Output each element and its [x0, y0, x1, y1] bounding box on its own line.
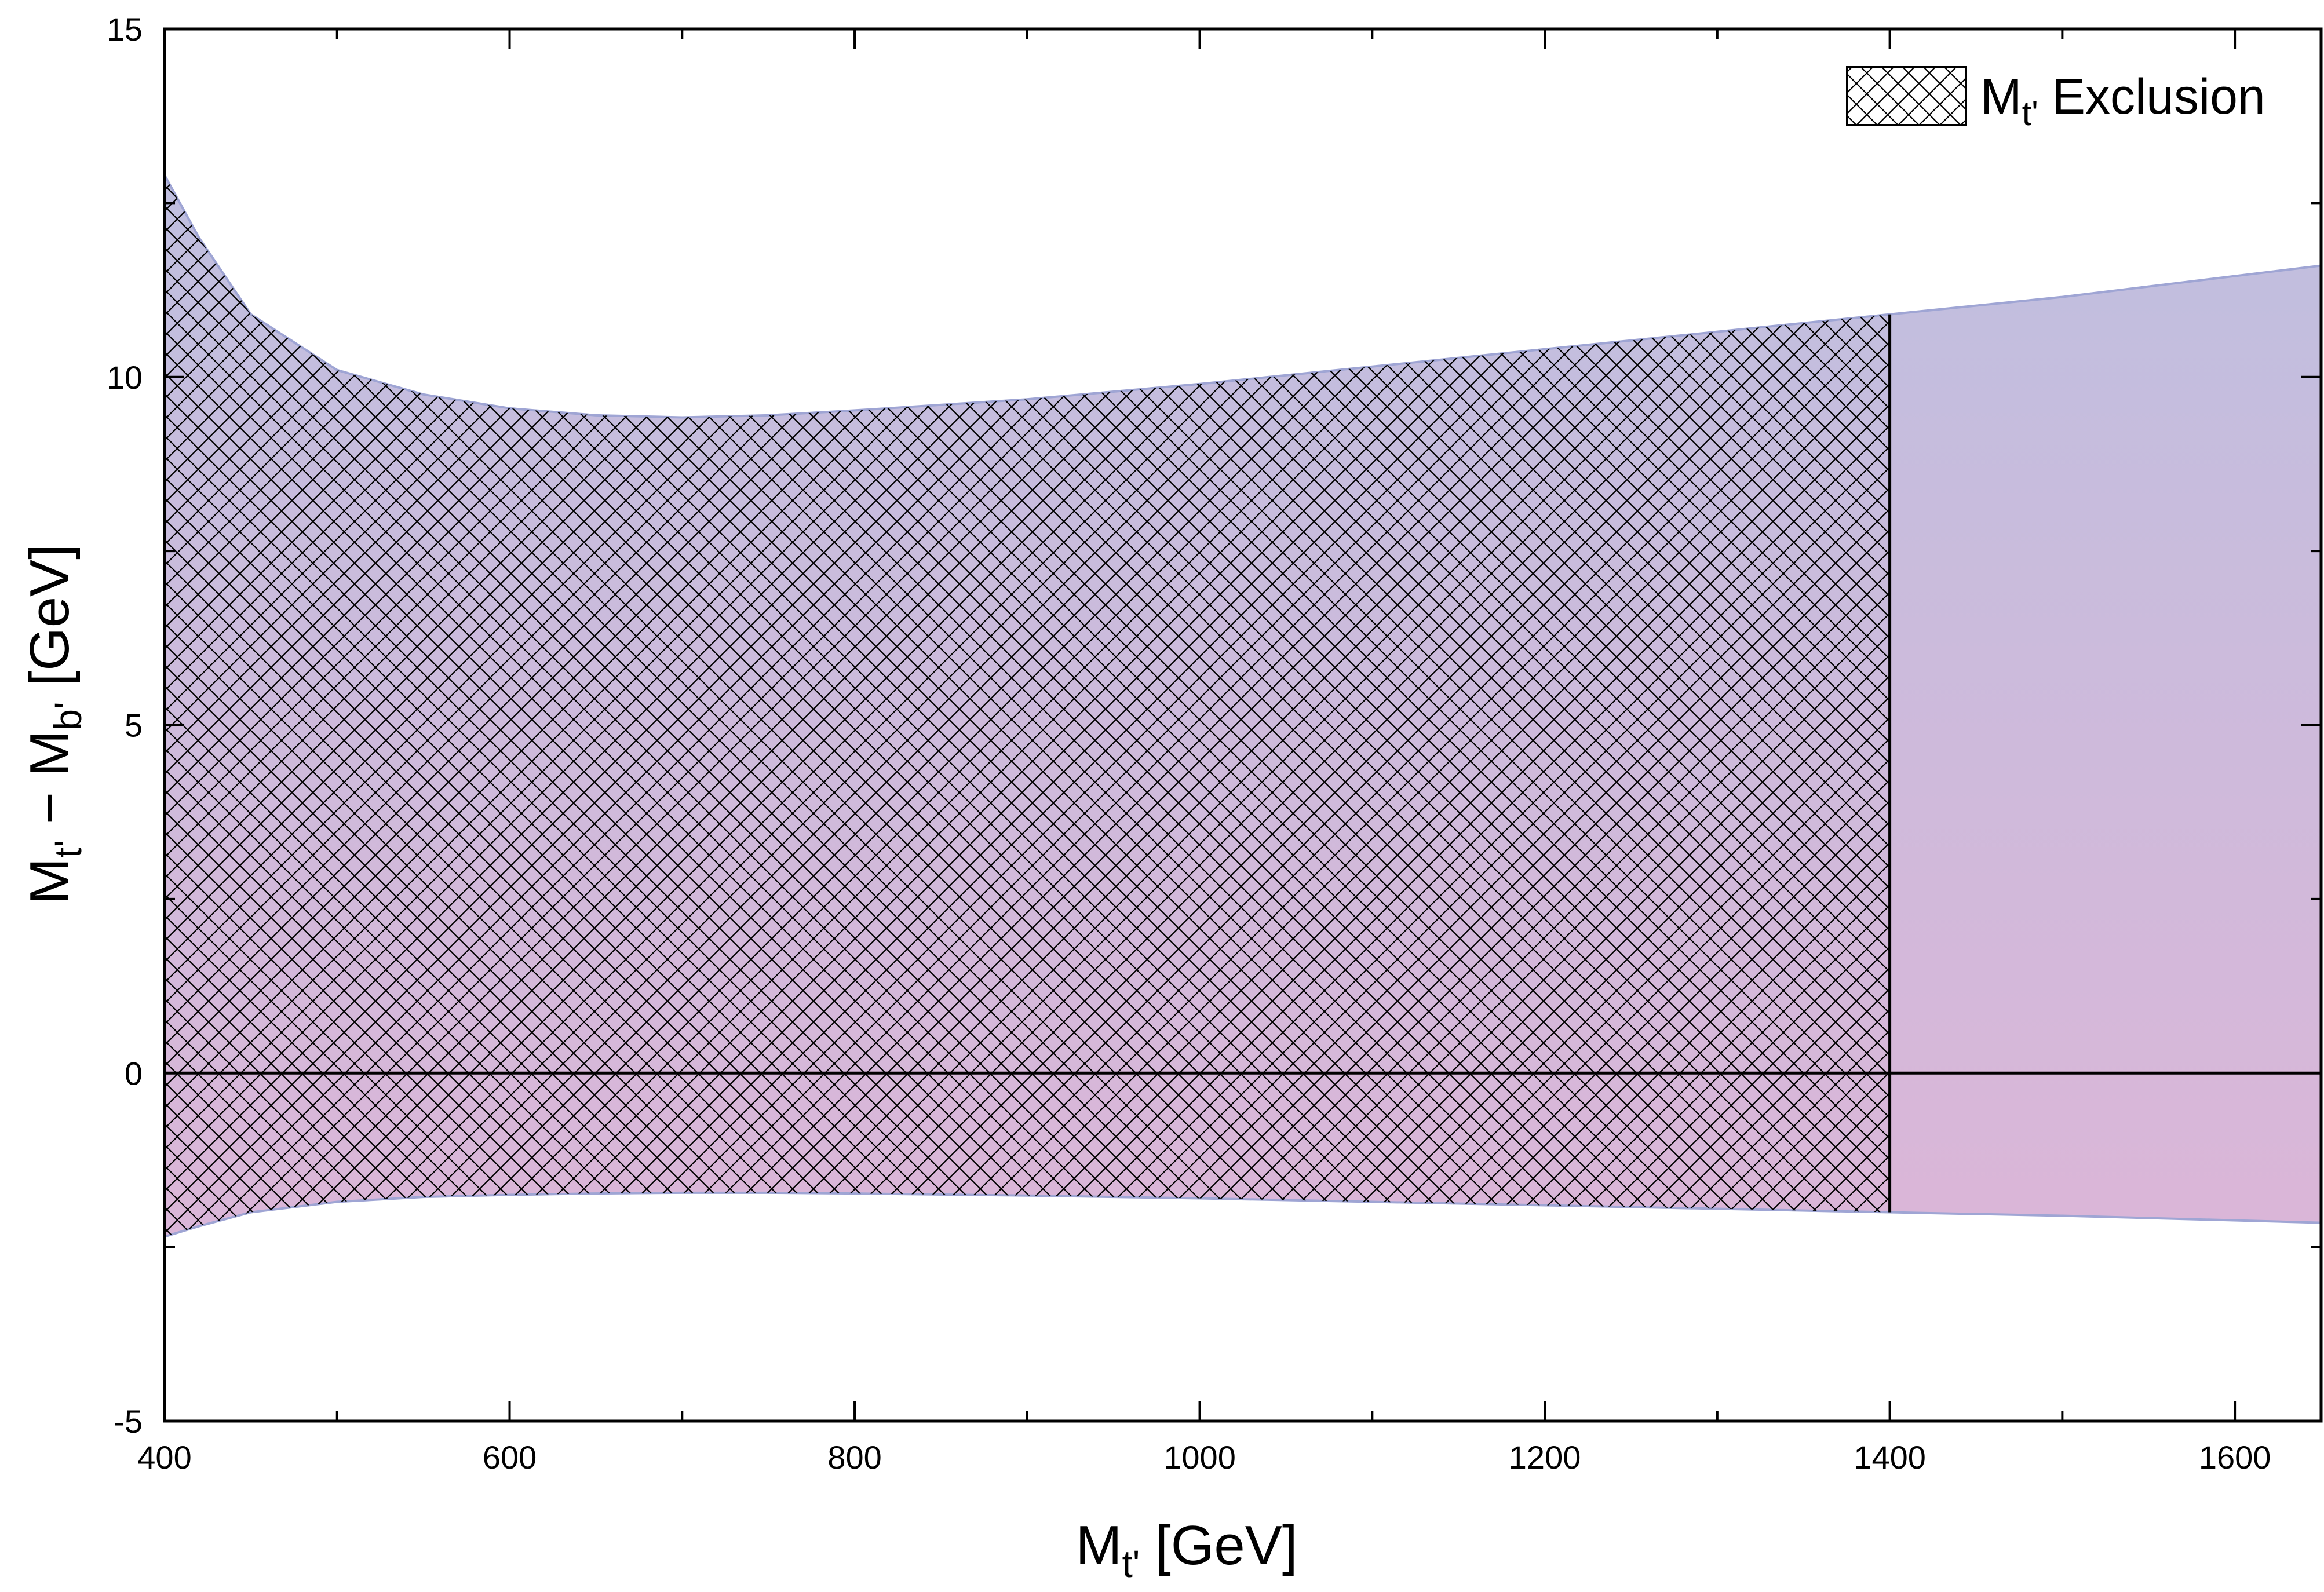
x-axis-ticks: 400 600 800 1000 1200 1400 1600 — [137, 29, 2271, 1476]
x-tick-label: 1000 — [1163, 1439, 1236, 1476]
x-tick-label: 400 — [137, 1439, 191, 1476]
plot-area — [165, 174, 2321, 1238]
x-axis-title: Mt' [GeV] — [1075, 1514, 1297, 1585]
x-tick-label: 1400 — [1854, 1439, 1926, 1476]
legend-swatch — [1846, 66, 1967, 126]
y-tick-label: 0 — [125, 1055, 143, 1091]
exclusion-hatch — [165, 175, 1890, 1237]
legend: Mt' Exclusion — [1846, 66, 2265, 133]
y-axis-title: Mt' − Mb' [GeV] — [19, 544, 89, 904]
x-tick-label: 1200 — [1509, 1439, 1581, 1476]
y-axis-ticks: -5 0 5 10 15 — [107, 11, 2321, 1440]
y-tick-label: -5 — [114, 1403, 143, 1440]
x-tick-label: 800 — [827, 1439, 881, 1476]
legend-label: Mt' Exclusion — [1980, 69, 2265, 133]
y-tick-label: 15 — [107, 11, 143, 48]
x-tick-label: 1600 — [2199, 1439, 2271, 1476]
y-tick-label: 5 — [125, 707, 143, 744]
y-tick-label: 10 — [107, 359, 143, 396]
x-tick-label: 600 — [483, 1439, 537, 1476]
